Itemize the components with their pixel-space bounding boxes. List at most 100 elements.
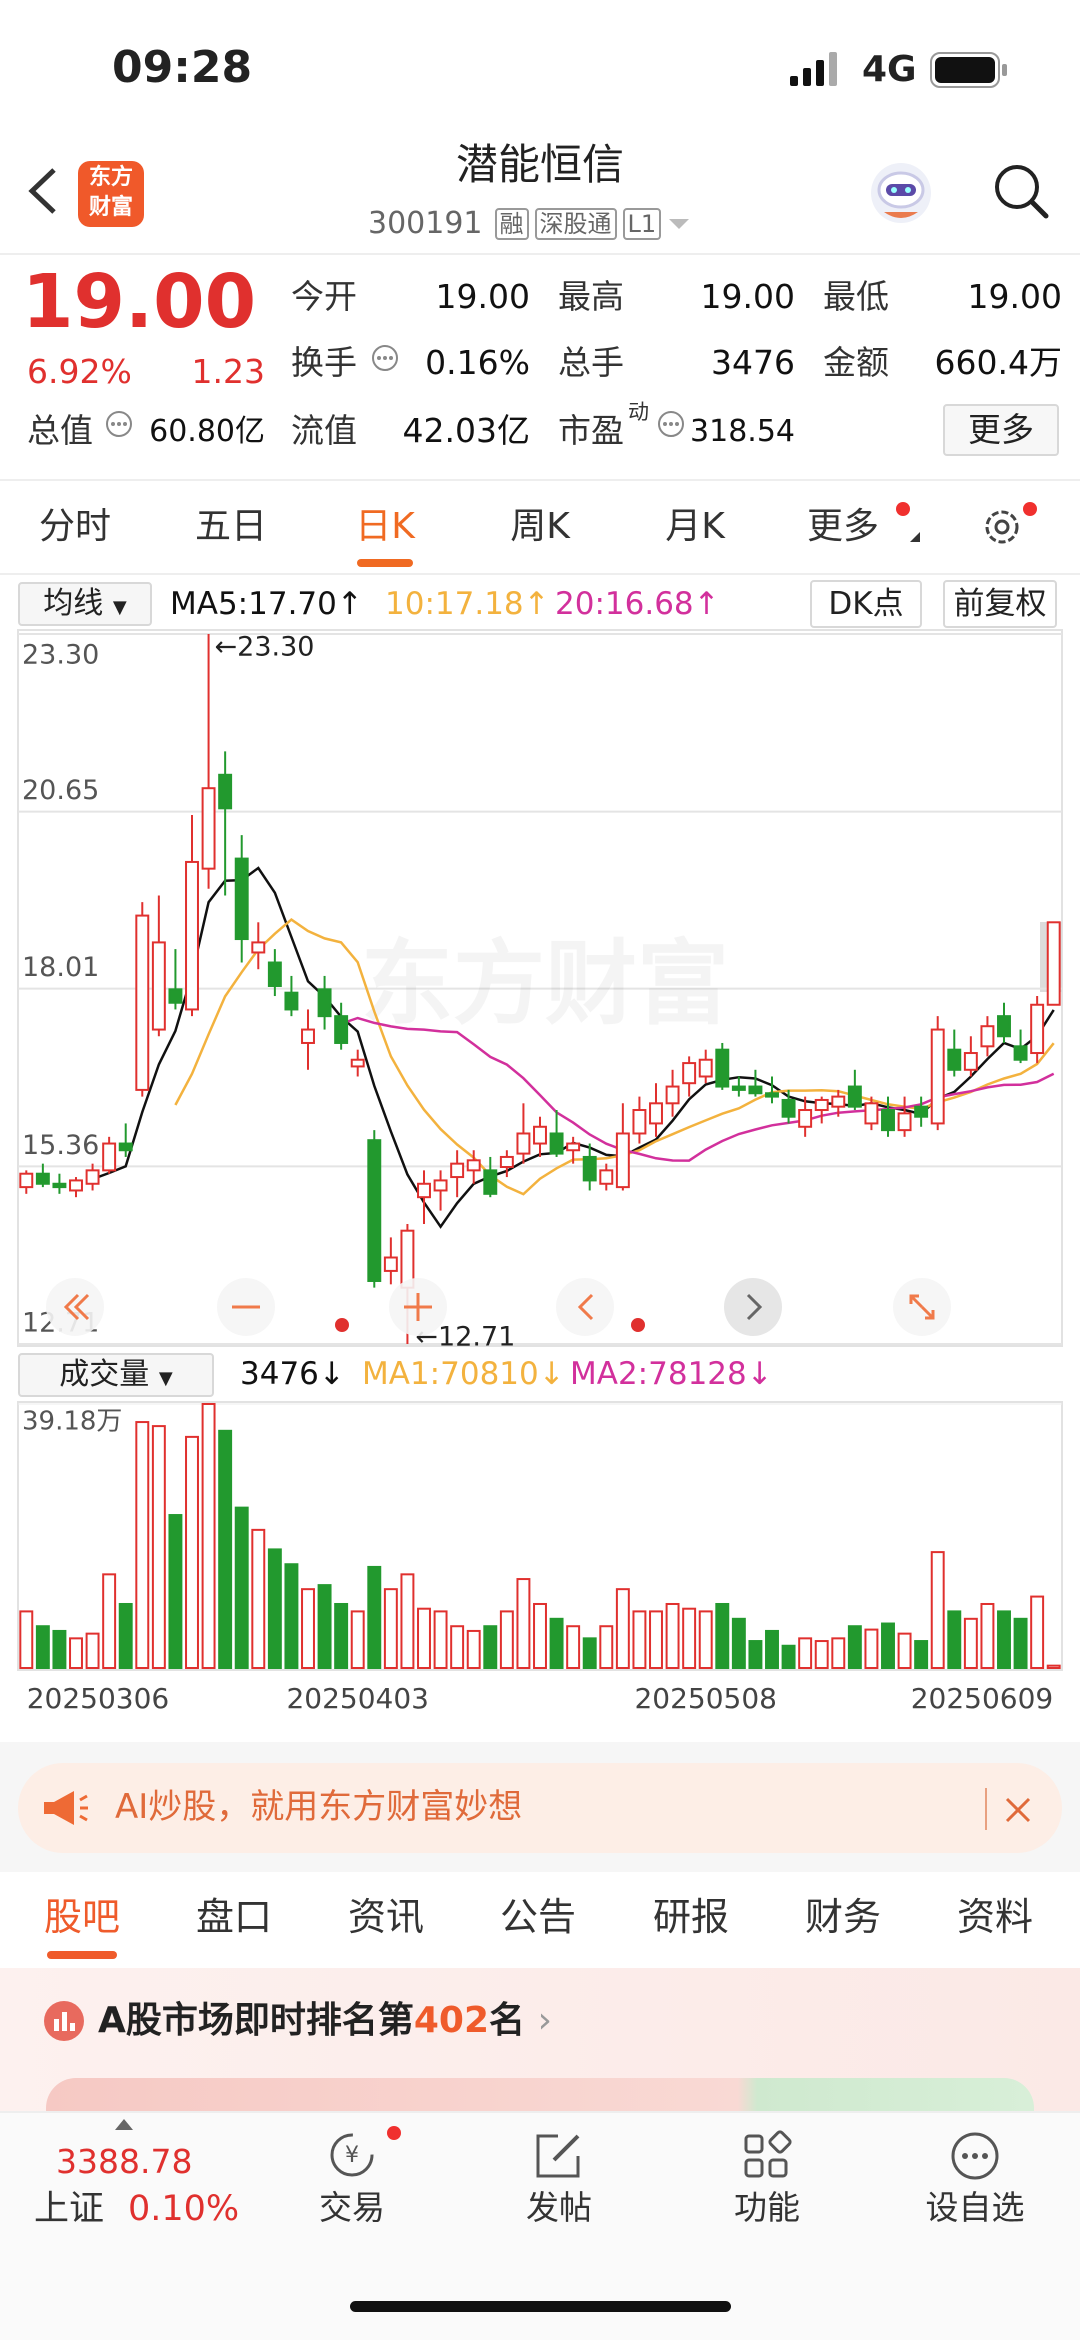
ranking-rank: 402	[413, 2000, 490, 2041]
dropdown-caret[interactable]	[667, 216, 691, 232]
watchlist-icon[interactable]	[946, 2126, 1006, 2186]
candle-body	[267, 961, 282, 987]
ai-banner[interactable]	[18, 1763, 1062, 1853]
stat-value: 19.00	[435, 277, 530, 316]
candle-body	[151, 941, 166, 1031]
banner-divider	[985, 1788, 987, 1830]
volume-legend: MA2:78128↓	[570, 1356, 773, 1392]
tab[interactable]: 更多	[806, 506, 880, 547]
ranking-text[interactable]: A股市场即时排名第402名 ›	[98, 1999, 552, 2042]
info-icon[interactable]	[104, 409, 134, 439]
info-icon[interactable]	[656, 409, 686, 439]
subtab[interactable]: 资料	[956, 1895, 1034, 1939]
stat-label: 今开	[291, 277, 357, 316]
kline-chart: 23.3020.6518.0115.3612.71东方财富←23.30←12.7…	[17, 629, 1063, 1715]
subtab[interactable]: 公告	[499, 1895, 577, 1939]
candle-body	[549, 1132, 564, 1155]
volume-bar	[35, 1625, 50, 1670]
subtab-active[interactable]: 股吧	[43, 1895, 121, 1939]
volume-bar	[632, 1610, 647, 1669]
post-icon[interactable]	[530, 2128, 590, 2184]
candle-body	[798, 1109, 813, 1128]
assistant-avatar[interactable]	[866, 158, 936, 228]
volume-bar	[499, 1610, 514, 1669]
candle-body	[234, 857, 249, 941]
index-value[interactable]: 3388.78	[56, 2142, 193, 2181]
volume-bar	[847, 1625, 862, 1670]
ranking-prefix: A股市场即时排名第	[98, 2000, 414, 2041]
candle-body	[450, 1162, 465, 1179]
adjust-button[interactable]: 前复权	[943, 580, 1057, 628]
search-button[interactable]	[990, 160, 1052, 222]
volume-bar	[997, 1610, 1011, 1669]
candle-body	[168, 988, 183, 1004]
candle-body	[367, 1139, 382, 1282]
candle-body	[682, 1062, 697, 1085]
volume-bar	[400, 1573, 415, 1669]
candle-body	[765, 1092, 779, 1098]
candle-body	[383, 1256, 398, 1272]
settings-button[interactable]	[978, 500, 1038, 550]
volume-bar	[715, 1602, 730, 1670]
network: 4G	[862, 49, 917, 90]
more-button[interactable]: 更多	[943, 404, 1059, 456]
high-label: ←23.30	[215, 632, 315, 663]
candle-body	[499, 1155, 514, 1169]
info-icon[interactable]	[370, 343, 400, 373]
function-icon[interactable]	[738, 2128, 798, 2184]
x-tick-label: 20250403	[286, 1682, 429, 1715]
volume-bar	[831, 1637, 846, 1669]
volume-bar	[450, 1625, 465, 1670]
stat-label: 最高	[558, 277, 624, 316]
volume-bar	[615, 1588, 630, 1669]
index-name[interactable]: 上证	[34, 2189, 105, 2229]
y-tick-label: 15.36	[22, 1130, 99, 1161]
tab[interactable]: 分时	[38, 506, 112, 547]
stat-value: 60.80亿	[149, 414, 265, 449]
dk-button[interactable]: DK点	[810, 580, 922, 628]
subtab[interactable]: 资讯	[347, 1895, 425, 1939]
volume-bar	[781, 1644, 796, 1669]
candle-body	[864, 1102, 879, 1125]
y-tick-label: 23.30	[22, 640, 99, 671]
subtab[interactable]: 财务	[804, 1895, 882, 1939]
x-tick-label: 20250306	[27, 1682, 170, 1715]
candle-body	[19, 1172, 34, 1189]
tab-active[interactable]: 日K	[355, 506, 415, 547]
tab-decor	[896, 502, 920, 542]
candle-body	[301, 1028, 315, 1044]
badge: L1	[622, 207, 662, 241]
tab[interactable]: 五日	[194, 506, 268, 547]
tab[interactable]: 月K	[665, 506, 725, 547]
svg-text:¥: ¥	[345, 2143, 359, 2168]
volume-bar	[52, 1629, 67, 1670]
nav-label[interactable]: 功能	[734, 2188, 800, 2227]
battery-icon	[930, 52, 1007, 88]
index-change[interactable]: 0.10%	[128, 2189, 240, 2229]
back-button[interactable]	[24, 166, 64, 216]
candle-body	[582, 1155, 597, 1182]
candle-body	[847, 1085, 862, 1108]
candle-body	[185, 860, 199, 1011]
nav-label[interactable]: 设自选	[925, 2188, 1025, 2227]
trade-icon[interactable]: ¥	[322, 2125, 402, 2185]
tab[interactable]: 周K	[510, 506, 570, 547]
indicator-select[interactable]: 均线 ▼	[18, 582, 152, 626]
subtab[interactable]: 研报	[652, 1895, 730, 1939]
volume-bar	[19, 1610, 34, 1669]
nav-label[interactable]: 交易	[319, 2188, 385, 2227]
logo-text: 财富	[88, 195, 133, 220]
volume-bar	[599, 1625, 614, 1670]
candle-body	[317, 988, 332, 1018]
nav-label[interactable]: 发帖	[526, 2188, 592, 2227]
subtab[interactable]: 盘口	[195, 1895, 273, 1939]
candle-body	[334, 1015, 349, 1044]
y-tick-label: 20.65	[22, 775, 99, 806]
y-tick-label: 18.01	[22, 952, 99, 983]
close-banner[interactable]	[1003, 1795, 1033, 1825]
candle-body	[52, 1182, 67, 1189]
stat-value: 3476	[711, 343, 795, 382]
volume-select[interactable]: 成交量 ▼	[18, 1353, 214, 1397]
volume-bar	[466, 1629, 481, 1670]
